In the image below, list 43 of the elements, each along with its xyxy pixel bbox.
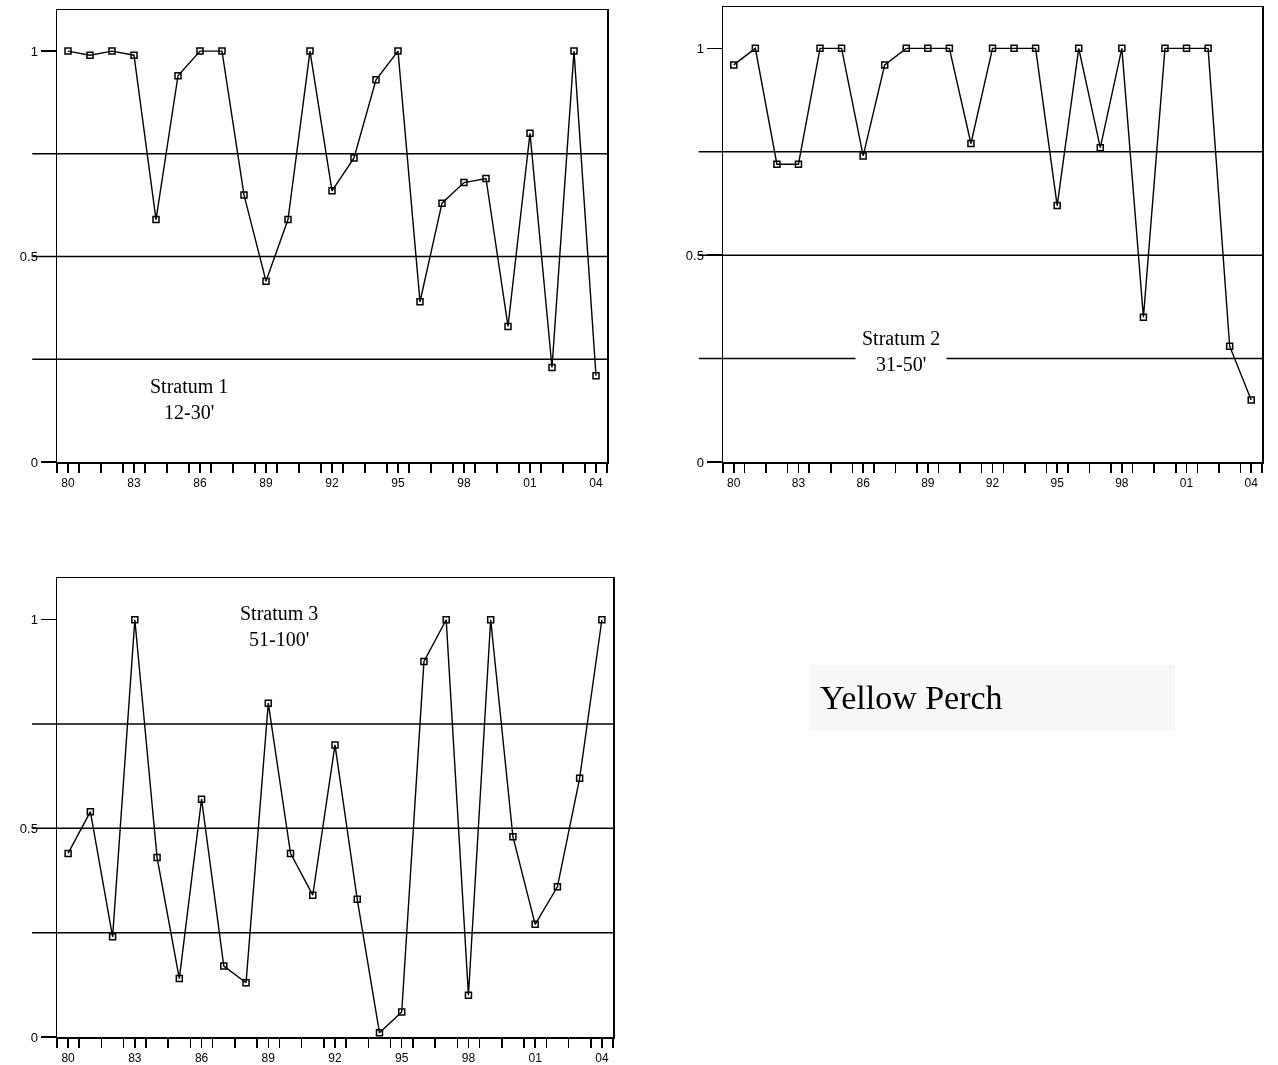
- y-tick-label: 0.5: [19, 249, 38, 265]
- annotation: 12-30': [164, 401, 215, 423]
- annotation: 31-50': [876, 353, 927, 375]
- text: Yellow Perch: [810, 665, 1175, 731]
- annotation: Stratum 2: [862, 327, 941, 349]
- y-tick-label: 0: [30, 454, 38, 470]
- x-tick-label: 92: [985, 475, 1000, 490]
- x-tick-label: 80: [727, 475, 741, 490]
- x-tick-label: 04: [1244, 475, 1259, 490]
- x-tick-label: 95: [1050, 475, 1065, 490]
- x-tick-label: 83: [128, 1050, 142, 1065]
- y-tick-label: 0: [30, 1029, 38, 1045]
- x-tick-label: 86: [194, 1050, 209, 1065]
- x-tick-label: 89: [921, 475, 935, 490]
- x-tick-label: 80: [61, 475, 75, 490]
- x-tick-label: 89: [259, 475, 273, 490]
- x-tick-label: 04: [589, 475, 603, 490]
- x-tick-label: 83: [127, 475, 141, 490]
- y-tick-label: 1: [696, 40, 704, 56]
- annotation: 51-100': [249, 628, 310, 650]
- x-tick-label: 95: [391, 475, 405, 490]
- y-tick-label: 1: [30, 612, 38, 628]
- y-tick-label: 0.5: [685, 247, 704, 263]
- x-tick-label: 86: [856, 475, 871, 490]
- x-tick-label: 98: [457, 475, 471, 490]
- x-tick-label: 92: [328, 1050, 342, 1065]
- y-tick-label: 0: [696, 454, 704, 470]
- x-tick-label: 95: [395, 1050, 409, 1065]
- x-tick-label: 98: [1115, 475, 1129, 490]
- annotation: Stratum 1: [150, 375, 229, 397]
- x-tick-label: 89: [261, 1050, 276, 1065]
- y-tick-label: 1: [30, 43, 38, 59]
- x-tick-label: 86: [193, 475, 207, 490]
- x-tick-label: 80: [61, 1050, 76, 1065]
- x-tick-label: 04: [595, 1050, 609, 1065]
- x-tick-label: 01: [528, 1050, 543, 1065]
- x-tick-label: 92: [325, 475, 339, 490]
- annotation: Stratum 3: [240, 602, 319, 624]
- x-tick-label: 83: [791, 475, 806, 490]
- y-tick-label: 0.5: [19, 820, 38, 836]
- x-tick-label: 01: [523, 475, 537, 490]
- x-tick-label: 98: [461, 1050, 476, 1065]
- x-tick-label: 01: [1179, 475, 1194, 490]
